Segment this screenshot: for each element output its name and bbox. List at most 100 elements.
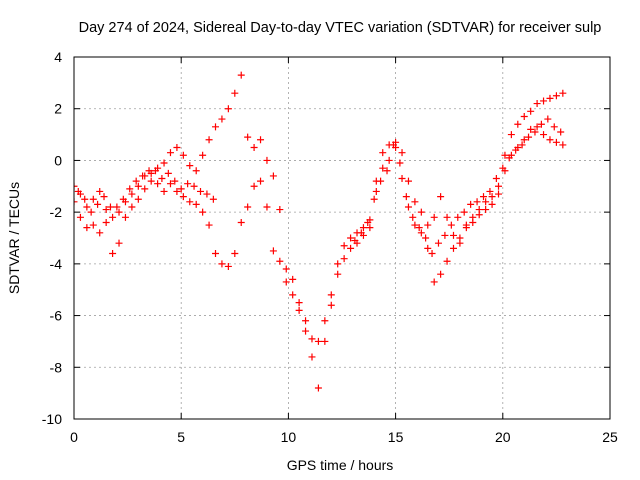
- data-point: [128, 190, 136, 198]
- data-point: [550, 123, 558, 131]
- data-point: [527, 125, 535, 133]
- x-tick-label: 10: [281, 429, 297, 445]
- data-point: [237, 71, 245, 79]
- data-point: [173, 187, 181, 195]
- data-point: [377, 177, 385, 185]
- y-tick-label: -4: [50, 256, 63, 272]
- data-point: [398, 149, 406, 157]
- data-point: [540, 97, 548, 105]
- data-point: [196, 187, 204, 195]
- data-point: [199, 151, 207, 159]
- data-point: [128, 203, 136, 211]
- data-point: [456, 234, 464, 242]
- data-point: [430, 278, 438, 286]
- data-point: [224, 105, 232, 113]
- x-tick-label: 25: [602, 429, 618, 445]
- y-tick-label: -2: [50, 204, 63, 220]
- data-point: [96, 187, 104, 195]
- data-point: [145, 167, 153, 175]
- data-point: [507, 131, 515, 139]
- data-point: [443, 213, 451, 221]
- data-point: [289, 275, 297, 283]
- data-point: [139, 172, 147, 180]
- data-point: [383, 167, 391, 175]
- y-axis-label: SDTVAR / TECUs: [6, 182, 22, 294]
- data-point: [357, 229, 365, 237]
- data-point: [302, 327, 310, 335]
- data-point: [411, 198, 419, 206]
- data-point: [74, 187, 82, 195]
- data-point: [372, 187, 380, 195]
- data-point: [173, 144, 181, 151]
- data-point: [366, 224, 374, 232]
- data-point: [192, 167, 200, 175]
- data-point: [402, 193, 410, 201]
- data-point: [404, 203, 412, 211]
- data-point: [422, 234, 430, 242]
- data-point: [164, 169, 172, 177]
- data-point: [218, 115, 226, 123]
- data-point: [147, 177, 155, 185]
- data-point: [460, 208, 468, 216]
- data-point: [486, 187, 494, 195]
- data-point: [166, 180, 174, 188]
- data-point: [544, 115, 552, 123]
- data-point: [533, 100, 541, 108]
- data-point: [257, 177, 265, 185]
- y-tick-label: 2: [54, 101, 62, 117]
- data-point: [499, 164, 507, 172]
- data-point: [151, 167, 159, 175]
- data-point: [224, 262, 232, 270]
- data-point: [94, 200, 102, 208]
- data-point: [482, 206, 490, 214]
- y-tick-label: -10: [42, 411, 62, 427]
- x-tick-label: 20: [495, 429, 511, 445]
- data-point: [106, 203, 114, 211]
- data-point: [512, 146, 520, 154]
- data-point: [531, 128, 539, 136]
- data-point: [250, 182, 258, 190]
- y-tick-label: 4: [54, 49, 62, 65]
- data-point: [205, 136, 213, 144]
- data-point: [308, 335, 316, 343]
- data-point: [109, 213, 117, 221]
- data-point: [212, 250, 220, 258]
- data-point: [379, 164, 387, 172]
- data-point: [205, 221, 213, 229]
- data-point: [552, 138, 560, 146]
- data-point: [340, 242, 348, 250]
- data-point: [327, 291, 335, 299]
- data-point: [398, 175, 406, 183]
- data-point: [179, 151, 187, 159]
- data-point: [166, 149, 174, 157]
- data-point: [186, 198, 194, 206]
- data-point: [302, 317, 310, 325]
- data-point: [113, 203, 121, 211]
- data-point: [100, 193, 108, 201]
- data-point: [81, 195, 89, 203]
- data-point: [289, 291, 297, 299]
- y-tick-labels: -10 -8 -6 -4 -2 0 2 4: [42, 49, 62, 427]
- data-point: [546, 136, 554, 144]
- data-point: [158, 175, 166, 183]
- data-point: [404, 177, 412, 185]
- data-point: [199, 208, 207, 216]
- data-point: [87, 208, 95, 216]
- data-point: [269, 247, 277, 255]
- data-point: [469, 218, 477, 226]
- data-point: [209, 195, 217, 203]
- x-axis-label: GPS time / hours: [287, 457, 394, 473]
- chart-title: Day 274 of 2024, Sidereal Day-to-day VTE…: [79, 20, 602, 36]
- data-point: [263, 156, 271, 164]
- data-point: [473, 198, 481, 206]
- data-point: [179, 193, 187, 201]
- data-point: [308, 353, 316, 361]
- data-point: [409, 213, 417, 221]
- data-point: [488, 200, 496, 208]
- x-tick-label: 5: [177, 429, 185, 445]
- data-point: [134, 195, 142, 203]
- data-point: [520, 136, 528, 144]
- data-point: [154, 180, 162, 188]
- data-point: [449, 244, 457, 252]
